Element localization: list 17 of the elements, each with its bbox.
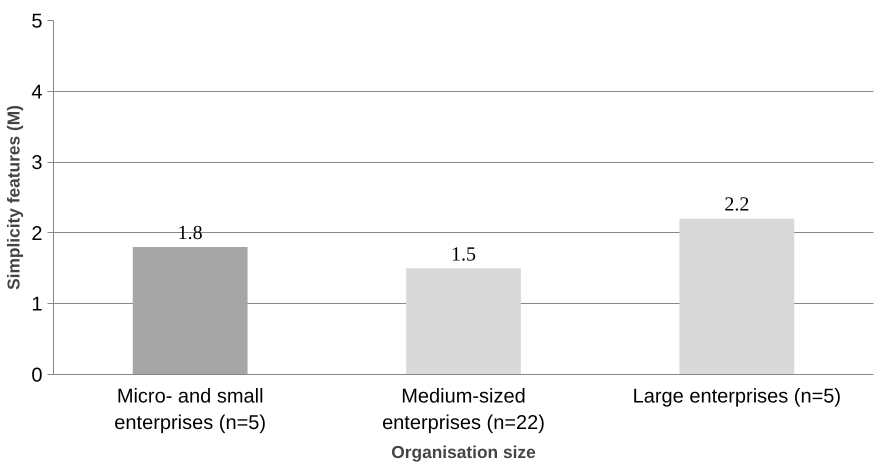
y-tick-label: 3 — [31, 152, 42, 174]
y-tick-label: 4 — [31, 81, 42, 104]
y-tick-label: 2 — [31, 222, 42, 245]
bar — [406, 268, 521, 374]
y-tick-label: 5 — [31, 10, 42, 32]
x-tick-label: Medium-sized enterprises (n=22) — [382, 386, 545, 434]
x-tick-label: Large enterprises (n=5) — [632, 386, 842, 408]
y-axis-title: Simplicity features (M) — [3, 105, 24, 290]
bar — [679, 218, 794, 374]
bar — [132, 247, 248, 374]
data-label: 1.8 — [178, 222, 203, 244]
data-label: 1.5 — [451, 243, 476, 266]
y-tick-label: 1 — [31, 294, 42, 316]
x-axis-title: Organisation size — [391, 442, 536, 462]
y-tick-label: 0 — [31, 364, 42, 386]
x-tick-label: Micro- and small enterprises (n=5) — [114, 386, 266, 434]
data-label: 2.2 — [724, 194, 750, 216]
